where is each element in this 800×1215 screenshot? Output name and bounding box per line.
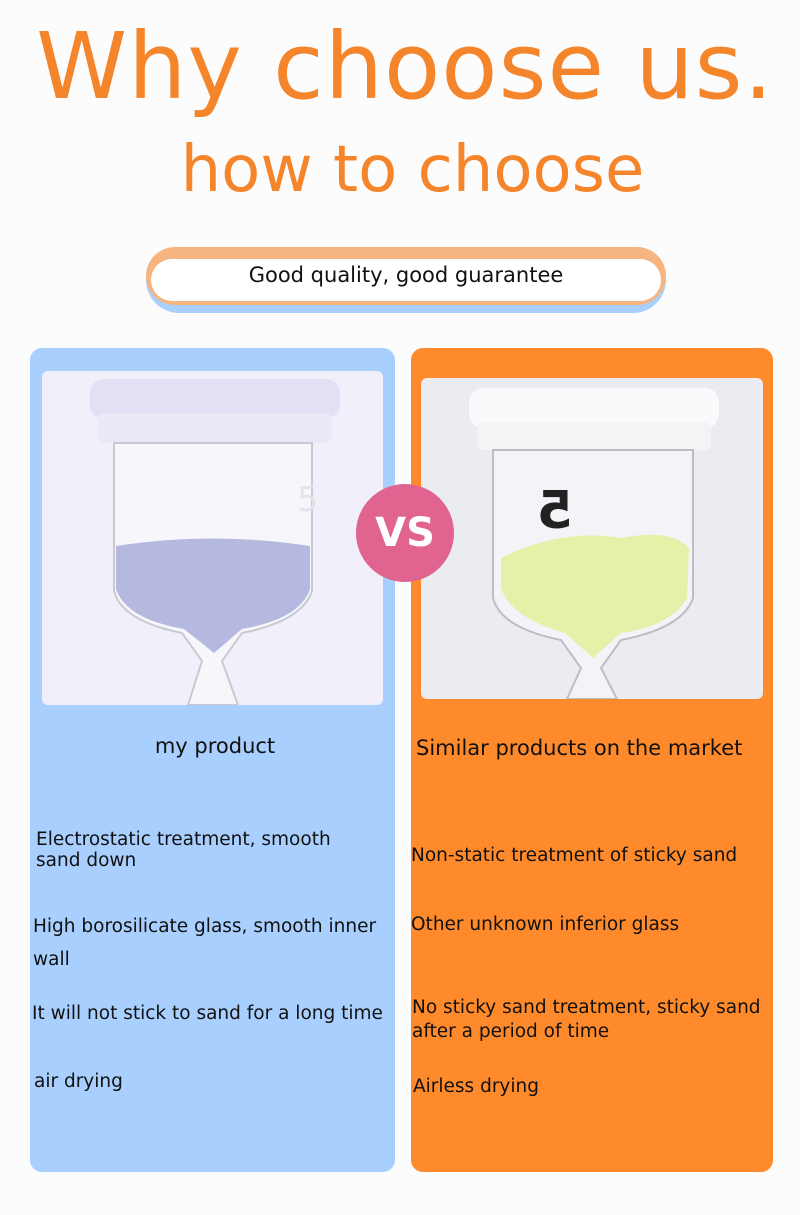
my-product-photo: 5: [42, 371, 383, 705]
left-item: High borosilicate glass, smooth inner wa…: [33, 916, 377, 970]
right-item: Airless drying: [413, 1076, 539, 1097]
right-item: Non-static treatment of sticky sand: [411, 845, 738, 866]
hourglass-sticky-sand-image: 5: [469, 388, 719, 699]
left-item: Electrostatic treatment, smooth sand dow…: [36, 829, 331, 871]
svg-text:5: 5: [537, 481, 573, 541]
vs-badge: VS: [356, 484, 454, 582]
my-product-heading: my product: [154, 734, 276, 758]
page-subtitle: how to choose: [180, 133, 645, 207]
right-item: No sticky sand treatment, sticky sand af…: [412, 997, 761, 1042]
left-item: It will not stick to sand for a long tim…: [32, 1003, 383, 1024]
market-products-heading: Similar products on the market: [416, 736, 743, 760]
hourglass-blue-sand-image: 5: [90, 379, 340, 705]
tagline-pill: Good quality, good guarantee: [151, 259, 661, 301]
page-title: Why choose us.: [36, 13, 774, 120]
left-item: air drying: [34, 1071, 123, 1092]
svg-text:5: 5: [297, 480, 319, 520]
right-item: Other unknown inferior glass: [411, 914, 680, 935]
market-product-photo: 5: [421, 378, 763, 699]
